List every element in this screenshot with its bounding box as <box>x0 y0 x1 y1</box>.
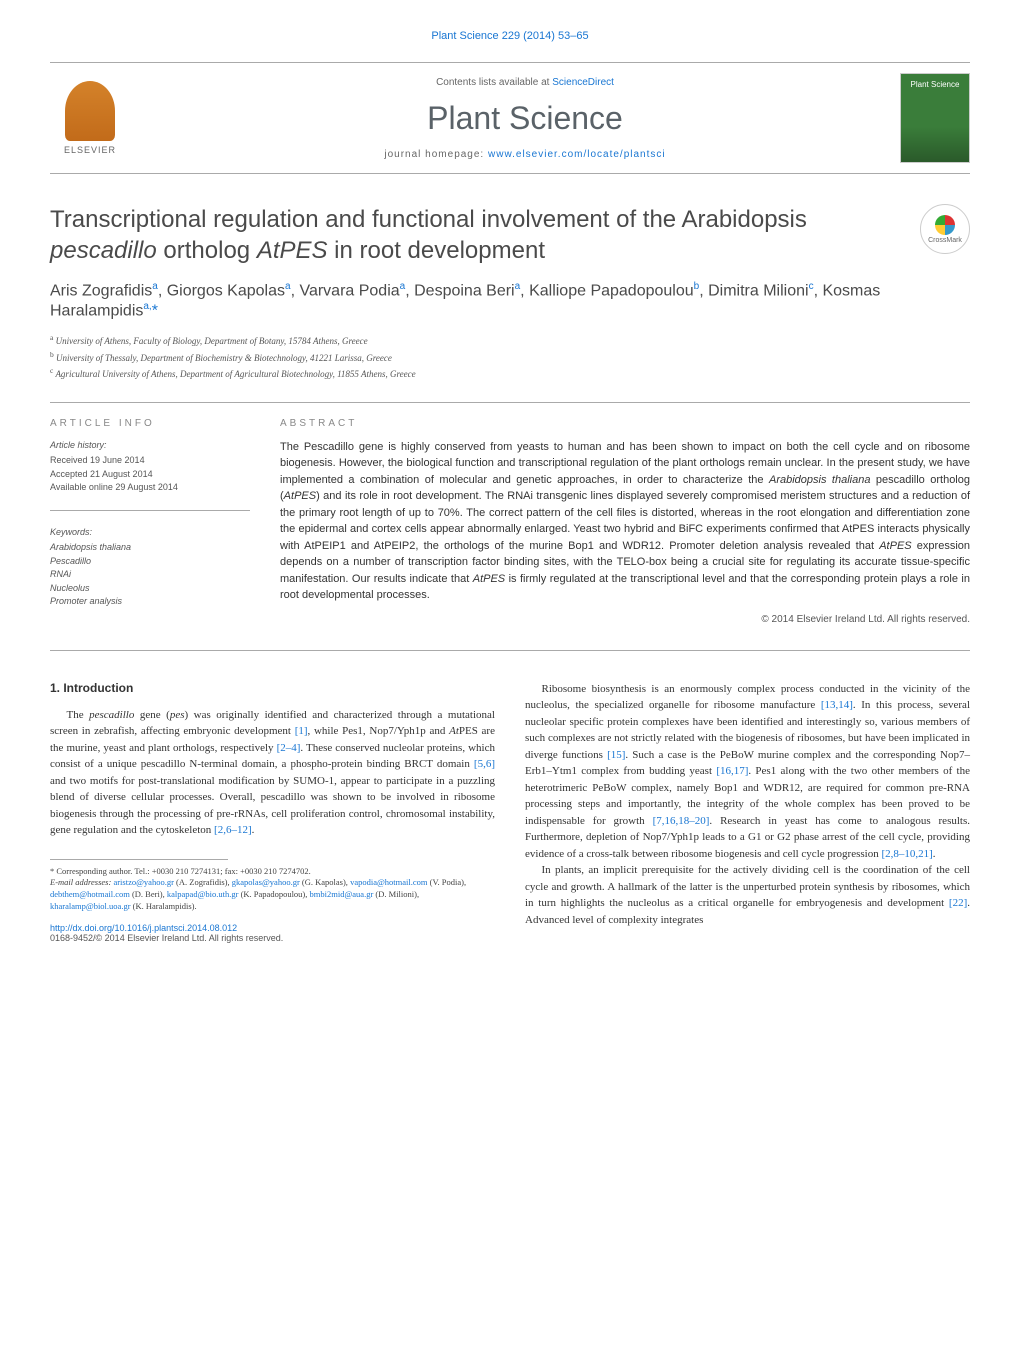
title-italic2: AtPES <box>257 237 328 264</box>
issn-copyright: 0168-9452/© 2014 Elsevier Ireland Ltd. A… <box>50 933 495 943</box>
crossmark-icon <box>935 215 955 235</box>
abstract-text: The Pescadillo gene is highly conserved … <box>280 439 970 604</box>
keyword-2: RNAi <box>50 568 250 582</box>
online-date: Available online 29 August 2014 <box>50 481 250 495</box>
keyword-4: Promoter analysis <box>50 595 250 609</box>
doi-link[interactable]: http://dx.doi.org/10.1016/j.plantsci.201… <box>50 923 495 933</box>
title-part2: ortholog <box>157 237 257 264</box>
keywords-list: Arabidopsis thaliana Pescadillo RNAi Nuc… <box>50 541 250 609</box>
affiliation-a: a University of Athens, Faculty of Biolo… <box>50 332 970 349</box>
emails-list: aristzo@yahoo.gr (A. Zografidis), gkapol… <box>50 877 466 911</box>
journal-homepage-link[interactable]: www.elsevier.com/locate/plantsci <box>488 149 666 160</box>
body-column-left: 1. Introduction The pescadillo gene (pes… <box>50 681 495 944</box>
keywords-label: Keywords: <box>50 526 250 540</box>
keyword-1: Pescadillo <box>50 555 250 569</box>
received-date: Received 19 June 2014 <box>50 454 250 468</box>
intro-paragraph-2: Ribosome biosynthesis is an enormously c… <box>525 681 970 863</box>
article-title: Transcriptional regulation and functiona… <box>50 204 900 266</box>
footnotes: * Corresponding author. Tel.: +0030 210 … <box>50 866 495 914</box>
contents-available-line: Contents lists available at ScienceDirec… <box>150 77 900 88</box>
affiliations: a University of Athens, Faculty of Biolo… <box>50 332 970 382</box>
corresponding-author-note: * Corresponding author. Tel.: +0030 210 … <box>50 866 495 878</box>
journal-cover-thumbnail: Plant Science <box>900 73 970 163</box>
contents-prefix: Contents lists available at <box>436 77 552 88</box>
footnote-separator <box>50 859 228 860</box>
journal-header: ELSEVIER Contents lists available at Sci… <box>50 62 970 174</box>
email-addresses: E-mail addresses: aristzo@yahoo.gr (A. Z… <box>50 877 495 913</box>
accepted-date: Accepted 21 August 2014 <box>50 468 250 482</box>
elsevier-tree-icon <box>65 81 115 141</box>
keyword-0: Arabidopsis thaliana <box>50 541 250 555</box>
divider <box>50 402 970 403</box>
affiliation-c: c Agricultural University of Athens, Dep… <box>50 365 970 382</box>
authors-list: Aris Zografidisa, Giorgos Kapolasa, Varv… <box>50 281 970 320</box>
journal-cover-label: Plant Science <box>911 80 960 89</box>
journal-homepage-line: journal homepage: www.elsevier.com/locat… <box>150 149 900 160</box>
title-italic1: pescadillo <box>50 237 157 264</box>
journal-name: Plant Science <box>150 100 900 137</box>
abstract-copyright: © 2014 Elsevier Ireland Ltd. All rights … <box>280 614 970 625</box>
sciencedirect-link[interactable]: ScienceDirect <box>552 77 614 88</box>
divider-bottom <box>50 650 970 651</box>
article-history-label: Article history: <box>50 439 250 453</box>
intro-paragraph-3: In plants, an implicit prerequisite for … <box>525 862 970 928</box>
body-column-right: Ribosome biosynthesis is an enormously c… <box>525 681 970 944</box>
elsevier-label: ELSEVIER <box>64 145 116 155</box>
homepage-prefix: journal homepage: <box>384 149 488 160</box>
section-1-heading: 1. Introduction <box>50 681 495 695</box>
info-divider <box>50 510 250 511</box>
emails-label: E-mail addresses: <box>50 877 111 887</box>
affiliation-b: b University of Thessaly, Department of … <box>50 349 970 366</box>
keyword-3: Nucleolus <box>50 582 250 596</box>
title-part3: in root development <box>328 237 545 264</box>
intro-paragraph-1: The pescadillo gene (pes) was originally… <box>50 707 495 839</box>
title-part1: Transcriptional regulation and functiona… <box>50 206 807 233</box>
affiliation-a-text: University of Athens, Faculty of Biology… <box>56 336 368 346</box>
affiliation-b-text: University of Thessaly, Department of Bi… <box>56 353 392 363</box>
affiliation-c-text: Agricultural University of Athens, Depar… <box>55 369 415 379</box>
abstract-heading: abstract <box>280 418 970 429</box>
elsevier-logo: ELSEVIER <box>50 73 130 163</box>
crossmark-badge[interactable]: CrossMark <box>920 204 970 254</box>
journal-citation: Plant Science 229 (2014) 53–65 <box>50 30 970 42</box>
abstract-block: abstract The Pescadillo gene is highly c… <box>280 418 970 625</box>
crossmark-label: CrossMark <box>928 237 962 244</box>
article-info-sidebar: article info Article history: Received 1… <box>50 418 250 625</box>
article-info-heading: article info <box>50 418 250 429</box>
